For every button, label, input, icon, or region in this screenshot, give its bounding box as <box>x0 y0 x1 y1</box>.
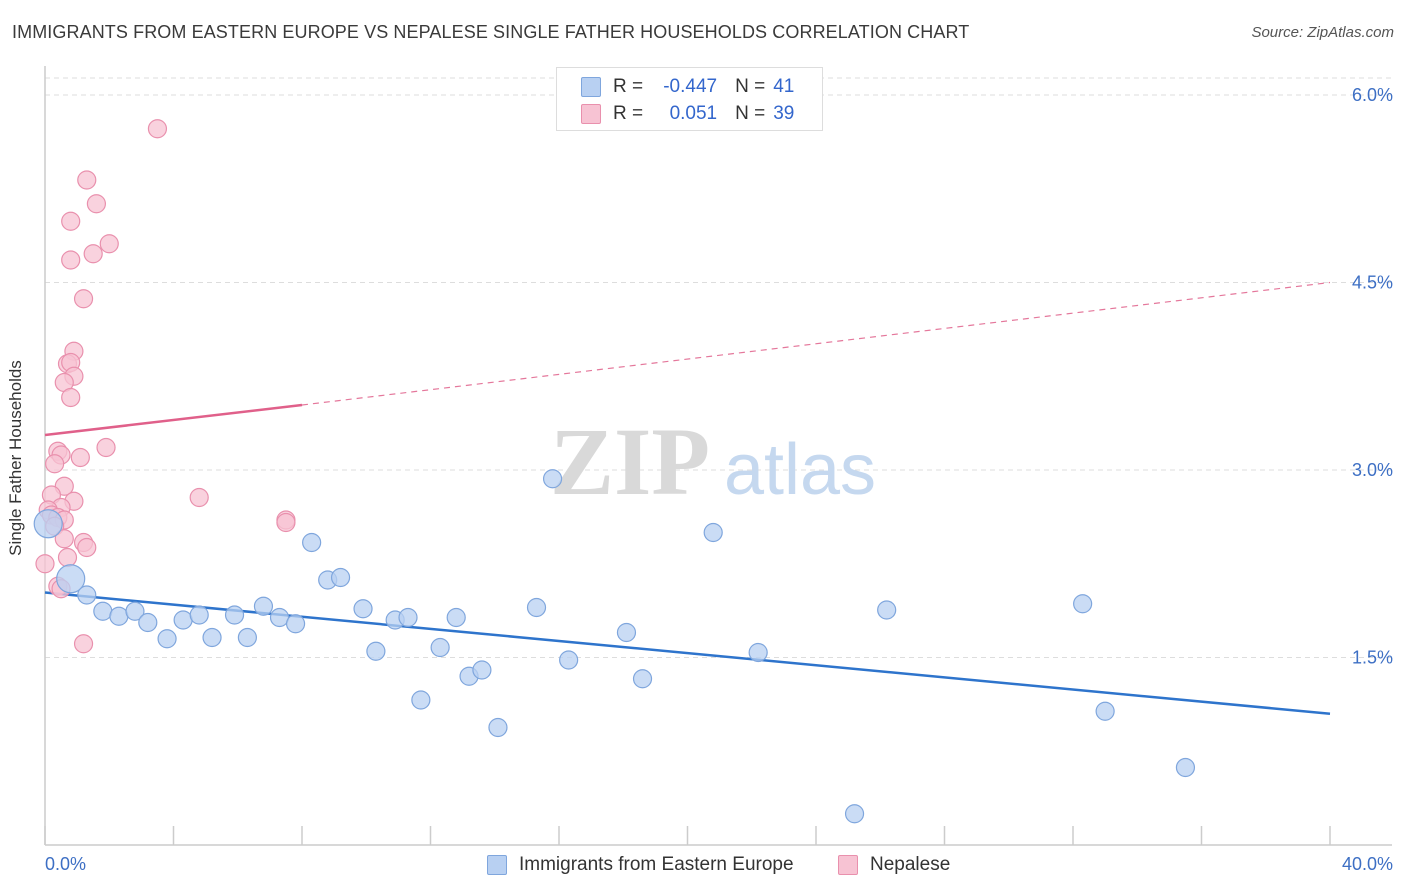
legend-item-nepalese: Nepalese <box>838 852 950 878</box>
y-tick-label: 3.0% <box>1352 460 1393 480</box>
blue-point <box>56 564 86 594</box>
blue-point <box>237 627 257 648</box>
blue-point <box>285 614 306 634</box>
blue-point <box>224 605 245 625</box>
pink-point <box>54 529 74 549</box>
blue-point <box>844 804 865 824</box>
grid-layer <box>45 77 1392 658</box>
blue-point <box>703 522 723 543</box>
pink-point <box>73 289 94 309</box>
blue-point <box>157 629 177 649</box>
stats-legend: R = -0.447 N = 41 R = 0.051 N = 39 <box>556 67 823 131</box>
pink-point <box>35 554 55 574</box>
x-tick-label: 40.0% <box>1342 854 1393 874</box>
n-label: N = <box>735 103 766 124</box>
pink-point <box>70 447 90 468</box>
pink-point <box>73 634 94 654</box>
blue-swatch <box>487 855 507 875</box>
blue-point <box>302 532 322 553</box>
pink-point <box>61 250 81 270</box>
blue-point <box>33 509 63 539</box>
r-label: R = <box>613 76 644 97</box>
blue-point <box>488 717 508 738</box>
n-value: 39 <box>773 103 795 124</box>
blue-point <box>253 596 274 616</box>
pink-point <box>276 512 296 533</box>
blue-point <box>1095 701 1115 721</box>
blue-point <box>173 610 193 630</box>
stats-legend-row-blue: R = -0.447 N = 41 <box>581 74 794 100</box>
blue-point <box>353 599 373 619</box>
y-tick-label: 4.5% <box>1352 273 1393 293</box>
chart-title: IMMIGRANTS FROM EASTERN EUROPE VS NEPALE… <box>12 22 970 42</box>
blue-point <box>632 669 653 689</box>
pink-point <box>57 547 78 568</box>
pink-point <box>61 387 81 408</box>
r-label: R = <box>613 103 644 124</box>
blue-point <box>1073 594 1093 614</box>
pink-swatch <box>838 855 858 875</box>
blue-point <box>189 605 209 625</box>
pink-trend-extension <box>301 281 1331 406</box>
y-tick-label: 1.5% <box>1352 648 1393 668</box>
blue-point <box>748 642 768 663</box>
pink-point <box>96 437 116 458</box>
blue-point <box>138 612 158 633</box>
blue-point <box>202 627 222 648</box>
pink-point <box>61 211 81 231</box>
pink-point <box>77 170 97 190</box>
stats-legend-row-pink: R = 0.051 N = 39 <box>581 101 794 127</box>
source-label: Source: ZipAtlas.com <box>1251 24 1394 41</box>
n-label: N = <box>735 76 766 97</box>
blue-point <box>330 567 351 588</box>
y-tick-label: 6.0% <box>1352 85 1393 105</box>
y-axis-label: Single Father Households <box>6 360 25 556</box>
r-value: 0.051 <box>669 103 718 124</box>
pink-point <box>83 244 103 264</box>
pink-point <box>189 487 209 508</box>
pink-swatch <box>581 104 601 124</box>
blue-point <box>93 601 113 621</box>
legend-item-eastern-europe: Immigrants from Eastern Europe <box>487 852 794 878</box>
watermark-zip: ZIP <box>550 408 710 515</box>
points-layer <box>33 119 1196 824</box>
pink-trend-line <box>44 403 303 437</box>
blue-point <box>109 606 129 626</box>
r-value: -0.447 <box>663 76 718 97</box>
blue-point <box>472 660 492 680</box>
blue-point <box>125 601 145 621</box>
blue-point <box>1175 757 1196 778</box>
blue-point <box>542 469 563 489</box>
x-tick-label: 0.0% <box>45 854 86 874</box>
pink-point <box>99 234 119 254</box>
blue-point <box>77 585 97 605</box>
blue-point <box>411 690 431 710</box>
blue-point <box>446 607 466 628</box>
blue-point <box>398 607 418 628</box>
pink-point <box>86 194 107 214</box>
legend-label: Nepalese <box>870 854 951 875</box>
n-value: 41 <box>773 76 795 97</box>
blue-point <box>877 600 897 620</box>
blue-point <box>616 622 637 643</box>
watermark-atlas: atlas <box>724 430 876 510</box>
axis-layer <box>44 66 1392 846</box>
blue-point <box>430 637 450 658</box>
blue-point <box>526 597 547 618</box>
blue-point <box>366 641 386 661</box>
blue-swatch <box>581 77 601 97</box>
legend-label: Immigrants from Eastern Europe <box>519 854 794 875</box>
pink-point <box>147 119 168 139</box>
blue-point <box>269 607 290 628</box>
blue-point <box>559 650 579 670</box>
tick-label-layer: 1.5% 3.0% 4.5% 6.0% 0.0% 40.0% <box>45 85 1393 874</box>
pink-point <box>45 454 65 474</box>
pink-point <box>77 537 97 558</box>
